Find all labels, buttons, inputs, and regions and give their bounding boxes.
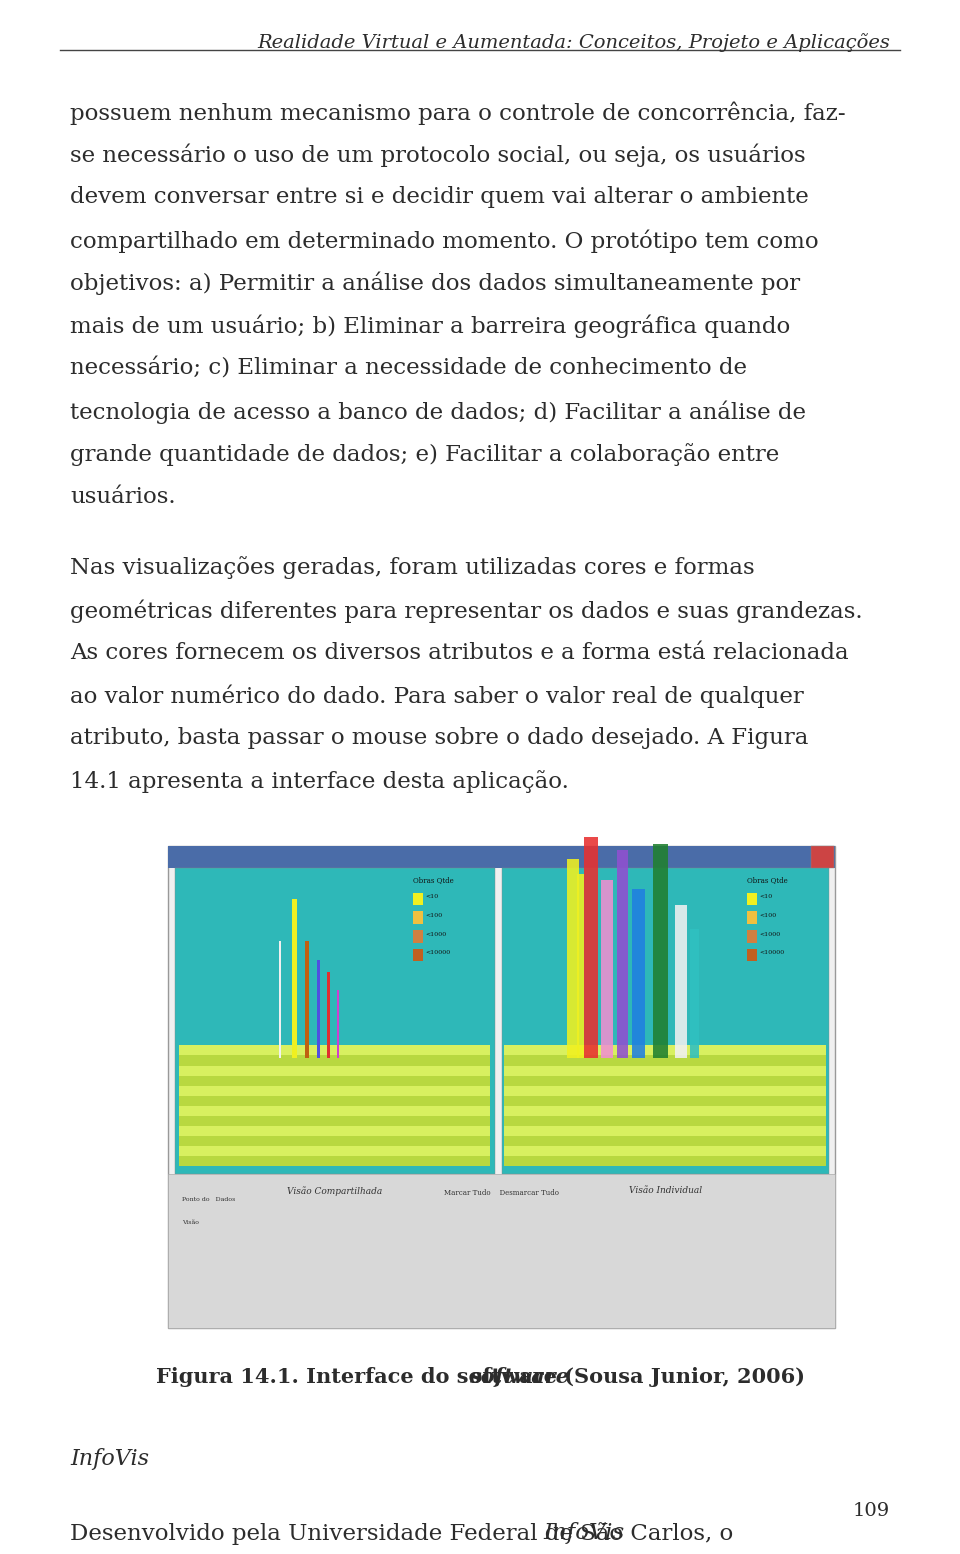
- Text: devem conversar entre si e decidir quem vai alterar o ambiente: devem conversar entre si e decidir quem …: [70, 186, 809, 208]
- Text: Nas visualizações geradas, foram utilizadas cores e formas: Nas visualizações geradas, foram utiliza…: [70, 556, 755, 580]
- Text: mais de um usuário; b) Eliminar a barreira geográfica quando: mais de um usuário; b) Eliminar a barrei…: [70, 314, 790, 339]
- Text: grande quantidade de dados; e) Facilitar a colaboração entre: grande quantidade de dados; e) Facilitar…: [70, 443, 780, 466]
- FancyBboxPatch shape: [503, 1106, 826, 1116]
- FancyBboxPatch shape: [180, 1046, 491, 1055]
- Text: Realidade Virtual e Aumentada: Conceitos, Projeto e Aplicações: Realidade Virtual e Aumentada: Conceitos…: [257, 33, 890, 51]
- FancyBboxPatch shape: [180, 1055, 491, 1066]
- FancyBboxPatch shape: [567, 859, 579, 1058]
- Text: <10000: <10000: [759, 951, 784, 956]
- FancyBboxPatch shape: [180, 1075, 491, 1086]
- FancyBboxPatch shape: [503, 1046, 826, 1055]
- Text: possuem nenhum mecanismo para o controle de concorrência, faz-: possuem nenhum mecanismo para o controle…: [70, 101, 846, 124]
- FancyBboxPatch shape: [503, 1136, 826, 1145]
- Text: ao valor numérico do dado. Para saber o valor real de qualquer: ao valor numérico do dado. Para saber o …: [70, 684, 804, 709]
- Text: InfoVis: InfoVis: [543, 1523, 624, 1545]
- FancyBboxPatch shape: [577, 873, 585, 1058]
- FancyBboxPatch shape: [180, 1145, 491, 1156]
- Text: Figura 14.1. Interface do software (Sousa Junior, 2006): Figura 14.1. Interface do software (Sous…: [156, 1368, 804, 1386]
- Text: Obras Qtde: Obras Qtde: [747, 876, 787, 884]
- Text: <100: <100: [426, 914, 444, 918]
- Text: geométricas diferentes para representar os dados e suas grandezas.: geométricas diferentes para representar …: [70, 598, 863, 623]
- FancyBboxPatch shape: [690, 929, 700, 1058]
- FancyBboxPatch shape: [175, 869, 495, 1173]
- FancyBboxPatch shape: [180, 1066, 491, 1075]
- FancyBboxPatch shape: [180, 1136, 491, 1145]
- Text: InfoVis: InfoVis: [70, 1448, 149, 1470]
- Text: <10: <10: [759, 895, 773, 900]
- FancyBboxPatch shape: [503, 1066, 826, 1075]
- FancyBboxPatch shape: [293, 898, 298, 1058]
- FancyBboxPatch shape: [180, 1086, 491, 1096]
- FancyBboxPatch shape: [503, 1096, 826, 1106]
- FancyBboxPatch shape: [503, 1127, 826, 1136]
- Text: se necessário o uso de um protocolo social, ou seja, os usuários: se necessário o uso de um protocolo soci…: [70, 143, 805, 168]
- Text: Visão Individual: Visão Individual: [629, 1186, 702, 1195]
- Text: Desenvolvido pela Universidade Federal de São Carlos, o: Desenvolvido pela Universidade Federal d…: [70, 1523, 740, 1545]
- FancyBboxPatch shape: [503, 1116, 826, 1127]
- FancyBboxPatch shape: [414, 912, 423, 925]
- FancyBboxPatch shape: [585, 838, 598, 1058]
- Text: software: software: [469, 1368, 569, 1386]
- FancyBboxPatch shape: [180, 1156, 491, 1166]
- FancyBboxPatch shape: [305, 942, 309, 1058]
- FancyBboxPatch shape: [327, 971, 330, 1058]
- FancyBboxPatch shape: [503, 1055, 826, 1066]
- Text: <1000: <1000: [759, 932, 780, 937]
- FancyBboxPatch shape: [414, 931, 423, 943]
- Text: objetivos: a) Permitir a análise dos dados simultaneamente por: objetivos: a) Permitir a análise dos dad…: [70, 272, 801, 295]
- Text: Obras Qtde: Obras Qtde: [414, 876, 454, 884]
- FancyBboxPatch shape: [180, 1096, 491, 1106]
- FancyBboxPatch shape: [503, 1086, 826, 1096]
- FancyBboxPatch shape: [503, 1145, 826, 1156]
- FancyBboxPatch shape: [503, 1156, 826, 1166]
- FancyBboxPatch shape: [168, 1173, 835, 1329]
- FancyBboxPatch shape: [811, 847, 834, 869]
- Text: usuários.: usuários.: [70, 485, 176, 508]
- FancyBboxPatch shape: [501, 869, 828, 1173]
- FancyBboxPatch shape: [279, 942, 281, 1058]
- Text: necessário; c) Eliminar a necessidade de conhecimento de: necessário; c) Eliminar a necessidade de…: [70, 357, 747, 379]
- Text: <10: <10: [426, 895, 439, 900]
- FancyBboxPatch shape: [414, 949, 423, 962]
- FancyBboxPatch shape: [601, 880, 613, 1058]
- FancyBboxPatch shape: [617, 850, 629, 1058]
- FancyBboxPatch shape: [747, 949, 756, 962]
- FancyBboxPatch shape: [168, 847, 835, 1329]
- Text: <100: <100: [759, 914, 777, 918]
- Text: <10000: <10000: [426, 951, 451, 956]
- Text: <1000: <1000: [426, 932, 447, 937]
- FancyBboxPatch shape: [337, 990, 340, 1058]
- Text: As cores fornecem os diversos atributos e a forma está relacionada: As cores fornecem os diversos atributos …: [70, 642, 849, 664]
- FancyBboxPatch shape: [503, 1075, 826, 1086]
- FancyBboxPatch shape: [180, 1116, 491, 1127]
- FancyBboxPatch shape: [633, 889, 645, 1058]
- Text: Marcar Tudo    Desmarcar Tudo: Marcar Tudo Desmarcar Tudo: [444, 1189, 559, 1197]
- Text: tecnologia de acesso a banco de dados; d) Facilitar a análise de: tecnologia de acesso a banco de dados; d…: [70, 399, 806, 424]
- FancyBboxPatch shape: [180, 1106, 491, 1116]
- FancyBboxPatch shape: [318, 960, 321, 1058]
- FancyBboxPatch shape: [168, 847, 835, 869]
- Text: 109: 109: [852, 1501, 890, 1520]
- Text: Visão: Visão: [182, 1220, 200, 1225]
- Text: compartilhado em determinado momento. O protótipo tem como: compartilhado em determinado momento. O …: [70, 228, 819, 253]
- Text: Visão Compartilhada: Visão Compartilhada: [287, 1186, 382, 1197]
- FancyBboxPatch shape: [414, 894, 423, 906]
- FancyBboxPatch shape: [654, 844, 668, 1058]
- FancyBboxPatch shape: [747, 894, 756, 906]
- FancyBboxPatch shape: [180, 1127, 491, 1136]
- Text: Ponto do   Dados: Ponto do Dados: [182, 1197, 236, 1201]
- Text: 14.1 apresenta a interface desta aplicação.: 14.1 apresenta a interface desta aplicaç…: [70, 769, 569, 793]
- FancyBboxPatch shape: [747, 912, 756, 925]
- FancyBboxPatch shape: [747, 931, 756, 943]
- FancyBboxPatch shape: [675, 904, 687, 1058]
- Text: atributo, basta passar o mouse sobre o dado desejado. A Figura: atributo, basta passar o mouse sobre o d…: [70, 727, 808, 749]
